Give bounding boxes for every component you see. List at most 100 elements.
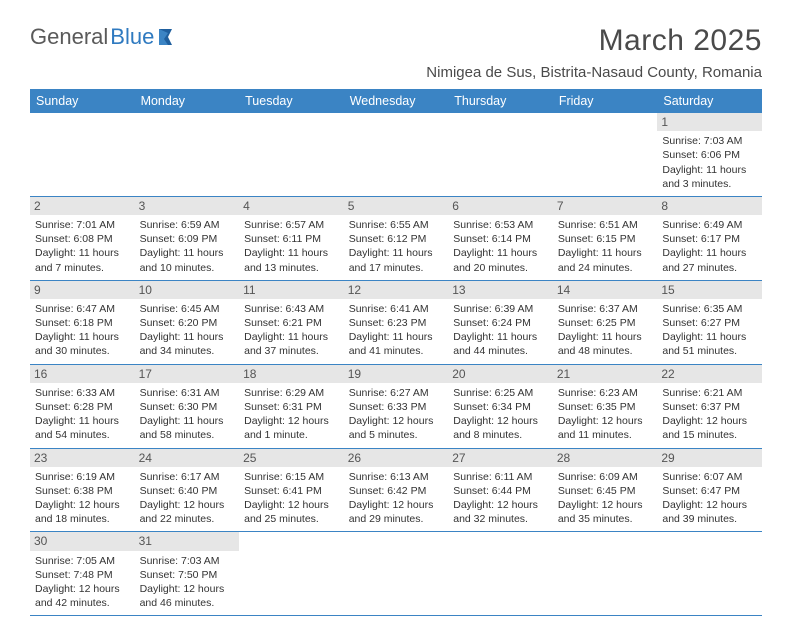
calendar-day-cell: 3Sunrise: 6:59 AMSunset: 6:09 PMDaylight… bbox=[135, 196, 240, 280]
calendar-day-cell: 13Sunrise: 6:39 AMSunset: 6:24 PMDayligh… bbox=[448, 280, 553, 364]
daylight-line: and 11 minutes. bbox=[558, 428, 653, 442]
day-number: 22 bbox=[657, 365, 762, 383]
sunset-line: Sunset: 6:21 PM bbox=[244, 316, 339, 330]
daylight-line: Daylight: 12 hours bbox=[349, 414, 444, 428]
daylight-line: and 54 minutes. bbox=[35, 428, 130, 442]
daylight-line: and 17 minutes. bbox=[349, 261, 444, 275]
sunrise-line: Sunrise: 7:01 AM bbox=[35, 218, 130, 232]
sunset-line: Sunset: 6:24 PM bbox=[453, 316, 548, 330]
daylight-line: and 7 minutes. bbox=[35, 261, 130, 275]
month-title: March 2025 bbox=[426, 24, 762, 58]
calendar-empty-cell bbox=[239, 532, 344, 616]
calendar-day-cell: 31Sunrise: 7:03 AMSunset: 7:50 PMDayligh… bbox=[135, 532, 240, 616]
day-number: 20 bbox=[448, 365, 553, 383]
day-number: 23 bbox=[30, 449, 135, 467]
day-number: 28 bbox=[553, 449, 658, 467]
day-number: 6 bbox=[448, 197, 553, 215]
calendar-table: SundayMondayTuesdayWednesdayThursdayFrid… bbox=[30, 89, 762, 616]
sunrise-line: Sunrise: 6:35 AM bbox=[662, 302, 757, 316]
logo-word2: Blue bbox=[110, 24, 154, 50]
calendar-empty-cell bbox=[344, 113, 449, 196]
sunset-line: Sunset: 6:34 PM bbox=[453, 400, 548, 414]
daylight-line: Daylight: 12 hours bbox=[453, 414, 548, 428]
daylight-line: and 46 minutes. bbox=[140, 596, 235, 610]
calendar-week-row: 1Sunrise: 7:03 AMSunset: 6:06 PMDaylight… bbox=[30, 113, 762, 196]
weekday-header: Wednesday bbox=[344, 89, 449, 113]
calendar-day-cell: 21Sunrise: 6:23 AMSunset: 6:35 PMDayligh… bbox=[553, 364, 658, 448]
sunrise-line: Sunrise: 6:07 AM bbox=[662, 470, 757, 484]
weekday-header: Tuesday bbox=[239, 89, 344, 113]
calendar-day-cell: 9Sunrise: 6:47 AMSunset: 6:18 PMDaylight… bbox=[30, 280, 135, 364]
sunrise-line: Sunrise: 6:33 AM bbox=[35, 386, 130, 400]
daylight-line: Daylight: 11 hours bbox=[662, 246, 757, 260]
sunrise-line: Sunrise: 6:55 AM bbox=[349, 218, 444, 232]
sunrise-line: Sunrise: 6:11 AM bbox=[453, 470, 548, 484]
sunset-line: Sunset: 6:33 PM bbox=[349, 400, 444, 414]
day-number: 12 bbox=[344, 281, 449, 299]
day-number: 13 bbox=[448, 281, 553, 299]
page-header: GeneralBlue March 2025 Nimigea de Sus, B… bbox=[30, 24, 762, 81]
day-number: 14 bbox=[553, 281, 658, 299]
calendar-header-row: SundayMondayTuesdayWednesdayThursdayFrid… bbox=[30, 89, 762, 113]
calendar-day-cell: 12Sunrise: 6:41 AMSunset: 6:23 PMDayligh… bbox=[344, 280, 449, 364]
daylight-line: and 51 minutes. bbox=[662, 344, 757, 358]
daylight-line: Daylight: 11 hours bbox=[662, 330, 757, 344]
daylight-line: and 1 minute. bbox=[244, 428, 339, 442]
calendar-week-row: 2 Sunrise: 7:01 AMSunset: 6:08 PM Daylight… bbox=[30, 196, 762, 280]
daylight-line: and 5 minutes. bbox=[349, 428, 444, 442]
calendar-empty-cell bbox=[344, 532, 449, 616]
daylight-line: and 15 minutes. bbox=[662, 428, 757, 442]
calendar-day-cell: 28Sunrise: 6:09 AMSunset: 6:45 PMDayligh… bbox=[553, 448, 658, 532]
calendar-week-row: 9Sunrise: 6:47 AMSunset: 6:18 PMDaylight… bbox=[30, 280, 762, 364]
sunrise-line: Sunrise: 6:19 AM bbox=[35, 470, 130, 484]
daylight-line: Daylight: 12 hours bbox=[35, 498, 130, 512]
calendar-day-cell: 14Sunrise: 6:37 AMSunset: 6:25 PMDayligh… bbox=[553, 280, 658, 364]
sunrise-line: Sunrise: 6:57 AM bbox=[244, 218, 339, 232]
daylight-line: and 25 minutes. bbox=[244, 512, 339, 526]
sunrise-line: Sunrise: 6:39 AM bbox=[453, 302, 548, 316]
calendar-day-cell: 1Sunrise: 7:03 AMSunset: 6:06 PMDaylight… bbox=[657, 113, 762, 196]
day-number: 26 bbox=[344, 449, 449, 467]
sunrise-line: Sunrise: 6:29 AM bbox=[244, 386, 339, 400]
sunrise-line: Sunrise: 6:31 AM bbox=[140, 386, 235, 400]
sunset-line: Sunset: 7:50 PM bbox=[140, 568, 235, 582]
daylight-line: and 8 minutes. bbox=[453, 428, 548, 442]
sunset-line: Sunset: 6:23 PM bbox=[349, 316, 444, 330]
sunset-line: Sunset: 6:14 PM bbox=[453, 232, 548, 246]
calendar-day-cell: 19Sunrise: 6:27 AMSunset: 6:33 PMDayligh… bbox=[344, 364, 449, 448]
calendar-day-cell: 29Sunrise: 6:07 AMSunset: 6:47 PMDayligh… bbox=[657, 448, 762, 532]
daylight-line: Daylight: 12 hours bbox=[140, 498, 235, 512]
day-number: 27 bbox=[448, 449, 553, 467]
daylight-line: Daylight: 12 hours bbox=[35, 582, 130, 596]
daylight-line: Daylight: 12 hours bbox=[244, 498, 339, 512]
daylight-line: Daylight: 12 hours bbox=[558, 414, 653, 428]
sunset-line: Sunset: 6:40 PM bbox=[140, 484, 235, 498]
daylight-line: and 35 minutes. bbox=[558, 512, 653, 526]
day-number: 2 bbox=[30, 197, 135, 215]
daylight-line: Daylight: 12 hours bbox=[662, 414, 757, 428]
sunset-line: Sunset: 6:08 PM bbox=[35, 232, 130, 246]
daylight-line: and 24 minutes. bbox=[558, 261, 653, 275]
calendar-day-cell: 30Sunrise: 7:05 AMSunset: 7:48 PMDayligh… bbox=[30, 532, 135, 616]
weekday-header: Sunday bbox=[30, 89, 135, 113]
sunset-line: Sunset: 6:31 PM bbox=[244, 400, 339, 414]
sunrise-line: Sunrise: 6:21 AM bbox=[662, 386, 757, 400]
calendar-day-cell: 17Sunrise: 6:31 AMSunset: 6:30 PMDayligh… bbox=[135, 364, 240, 448]
calendar-day-cell: 5Sunrise: 6:55 AMSunset: 6:12 PMDaylight… bbox=[344, 196, 449, 280]
daylight-line: Daylight: 11 hours bbox=[558, 330, 653, 344]
sunset-line: Sunset: 6:47 PM bbox=[662, 484, 757, 498]
calendar-day-cell: 2Sunrise: 7:01 AMSunset: 6:08 PMDaylight… bbox=[30, 196, 135, 280]
sunrise-line: Sunrise: 6:23 AM bbox=[558, 386, 653, 400]
sunset-line: Sunset: 6:44 PM bbox=[453, 484, 548, 498]
day-number: 31 bbox=[135, 532, 240, 550]
daylight-line: and 27 minutes. bbox=[662, 261, 757, 275]
calendar-empty-cell bbox=[448, 113, 553, 196]
calendar-day-cell: 10Sunrise: 6:45 AMSunset: 6:20 PMDayligh… bbox=[135, 280, 240, 364]
daylight-line: Daylight: 11 hours bbox=[35, 414, 130, 428]
calendar-empty-cell bbox=[30, 113, 135, 196]
sunrise-line: Sunrise: 6:15 AM bbox=[244, 470, 339, 484]
calendar-page: GeneralBlue March 2025 Nimigea de Sus, B… bbox=[0, 0, 792, 636]
daylight-line: and 37 minutes. bbox=[244, 344, 339, 358]
sunrise-line: Sunrise: 6:17 AM bbox=[140, 470, 235, 484]
daylight-line: and 22 minutes. bbox=[140, 512, 235, 526]
